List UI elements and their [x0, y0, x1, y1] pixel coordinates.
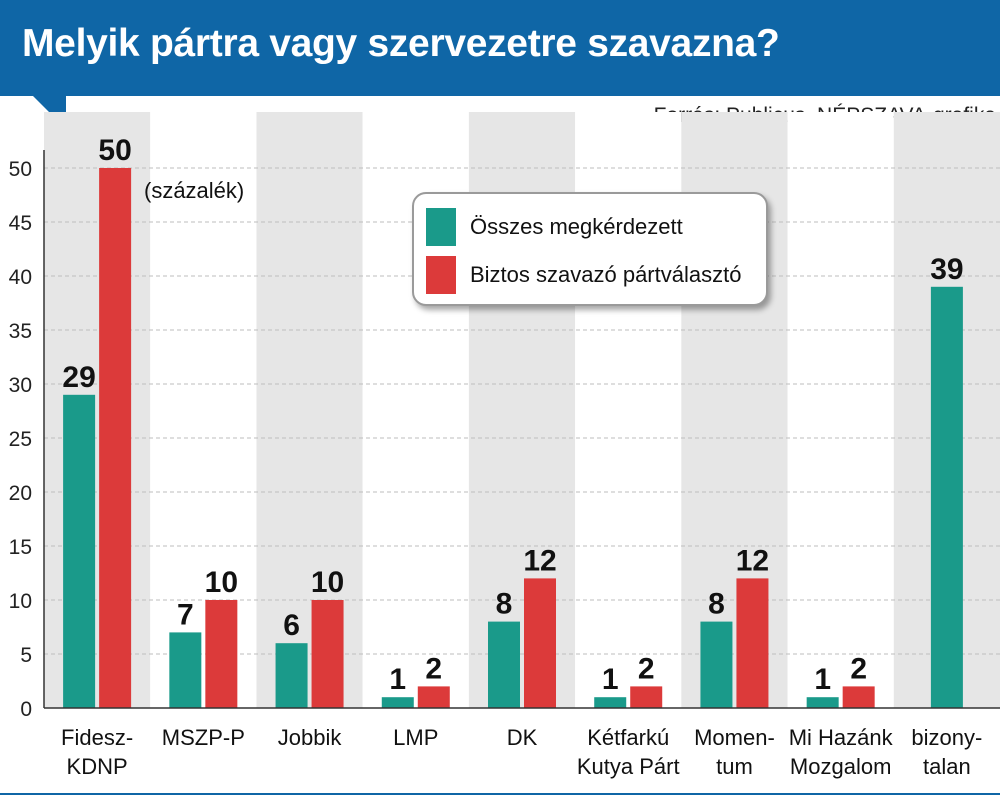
chart-title: Melyik pártra vagy szervezetre szavazna? — [22, 22, 780, 65]
x-tick-label: Jobbik — [278, 725, 343, 750]
y-tick-label: 35 — [9, 320, 32, 343]
x-tick-label: Kutya Párt — [577, 754, 680, 779]
unit-label: (százalék) — [144, 178, 245, 203]
data-label: 1 — [602, 663, 619, 696]
x-tick-label: LMP — [393, 725, 438, 750]
bar-certain-voters — [205, 600, 238, 708]
data-label: 29 — [62, 361, 95, 394]
data-label: 50 — [98, 134, 131, 167]
bar-certain-voters — [311, 600, 344, 708]
data-label: 12 — [736, 544, 769, 577]
bar-all-respondents — [275, 643, 308, 708]
data-label: 1 — [389, 663, 406, 696]
x-tick-label: MSZP-P — [162, 725, 245, 750]
y-tick-label: 10 — [9, 590, 32, 613]
data-label: 2 — [638, 652, 655, 685]
y-tick-label: 30 — [9, 374, 32, 397]
data-label: 2 — [425, 652, 442, 685]
data-label: 8 — [708, 588, 725, 621]
bar-all-respondents — [488, 621, 520, 708]
bar-certain-voters — [524, 578, 556, 708]
category-band — [256, 112, 363, 708]
data-label: 39 — [930, 253, 963, 286]
legend-label: Összes megkérdezett — [470, 214, 683, 239]
x-tick-label: Mi Hazánk — [789, 725, 894, 750]
x-tick-label: DK — [507, 725, 538, 750]
legend-label: Biztos szavazó pártválasztó — [470, 262, 742, 287]
legend-swatch-red — [426, 256, 456, 294]
data-label: 2 — [850, 652, 867, 685]
x-tick-label: Momen- — [694, 725, 775, 750]
y-tick-label: 40 — [9, 266, 32, 289]
x-tick-label: Kétfarkú — [587, 725, 669, 750]
legend-swatch-teal — [426, 208, 456, 246]
data-label: 8 — [496, 588, 513, 621]
x-tick-label: Fidesz- — [61, 725, 133, 750]
bar-all-respondents — [381, 697, 414, 708]
category-band — [44, 112, 151, 708]
legend: Összes megkérdezett Biztos szavazó pártv… — [412, 192, 768, 306]
y-tick-label: 50 — [9, 158, 32, 181]
x-tick-label: tum — [716, 754, 753, 779]
bar-certain-voters — [99, 168, 132, 708]
bar-all-respondents — [594, 697, 627, 708]
bar-certain-voters — [417, 686, 450, 708]
x-tick-label: Mozgalom — [790, 754, 891, 779]
y-tick-label: 15 — [9, 536, 32, 559]
bar-all-respondents — [700, 621, 733, 708]
y-tick-label: 5 — [20, 644, 32, 667]
bar-all-respondents — [806, 697, 839, 708]
legend-item-certain-voters: Biztos szavazó pártválasztó — [426, 256, 741, 294]
x-tick-label: bizony- — [911, 725, 982, 750]
y-tick-label: 0 — [20, 698, 32, 721]
data-label: 12 — [523, 544, 556, 577]
data-label: 1 — [814, 663, 831, 696]
data-label: 7 — [177, 598, 194, 631]
data-label: 10 — [311, 566, 344, 599]
data-label: 10 — [205, 566, 238, 599]
data-label: 6 — [283, 609, 300, 642]
title-bar: Melyik pártra vagy szervezetre szavazna? — [0, 0, 1000, 96]
bottom-rule — [0, 793, 1000, 795]
y-tick-label: 45 — [9, 212, 32, 235]
bar-certain-voters — [630, 686, 663, 708]
bar-all-respondents — [930, 286, 963, 708]
category-band — [150, 112, 257, 708]
x-tick-label: talan — [923, 754, 971, 779]
x-tick-label: KDNP — [67, 754, 128, 779]
y-tick-label: 20 — [9, 482, 32, 505]
legend-item-all-respondents: Összes megkérdezett — [426, 208, 683, 246]
category-band — [787, 112, 894, 708]
bar-all-respondents — [169, 632, 202, 708]
bar-certain-voters — [842, 686, 875, 708]
y-tick-label: 25 — [9, 428, 32, 451]
bar-certain-voters — [736, 578, 769, 708]
bar-all-respondents — [63, 394, 96, 708]
